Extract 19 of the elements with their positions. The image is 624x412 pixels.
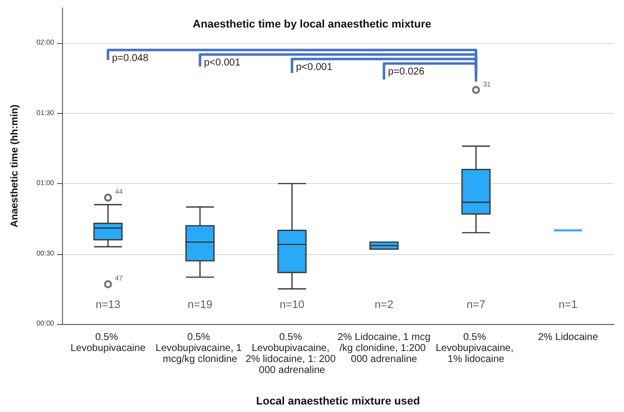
annotation: p<0.001 — [204, 58, 241, 68]
x-tick-label: 2% Lidocaine — [538, 332, 598, 343]
annotation: n=1 — [558, 299, 578, 312]
x-tick-label: 0.5% Levobupivacaine, 1% lidocaine — [436, 332, 516, 365]
x-axis-title: Local anaesthetic mixture used — [256, 396, 420, 408]
annotation: n=2 — [374, 299, 394, 312]
annotation: n=10 — [280, 299, 304, 312]
text: Anaesthetic time by local anaesthetic mixture — [192, 18, 432, 30]
x-tick-label: 0.5% Levobupivacaine, 1 mcg/kg clonidine — [156, 332, 244, 365]
annotation: p=0.026 — [388, 66, 425, 78]
x-tick-label: 0.5% Levobupivacaine, 2% lidocaine, 1: 200 000 adrenaline — [246, 332, 338, 376]
annotation: n=19 — [188, 299, 212, 312]
x-tick-label: 2% Lidocaine, 1 mcg/kg clonidine, 1:200 000 adrenaline — [338, 332, 430, 365]
annotation: p<0.001 — [296, 62, 333, 73]
annotation: n=13 — [96, 299, 120, 312]
annotation: n=7 — [466, 299, 486, 312]
x-tick-label: 0.5% Levobupivacaine — [70, 332, 146, 354]
y-axis-title: Anaesthetic time (hh:min) — [10, 104, 20, 228]
annotation: p=0.048 — [112, 53, 149, 64]
